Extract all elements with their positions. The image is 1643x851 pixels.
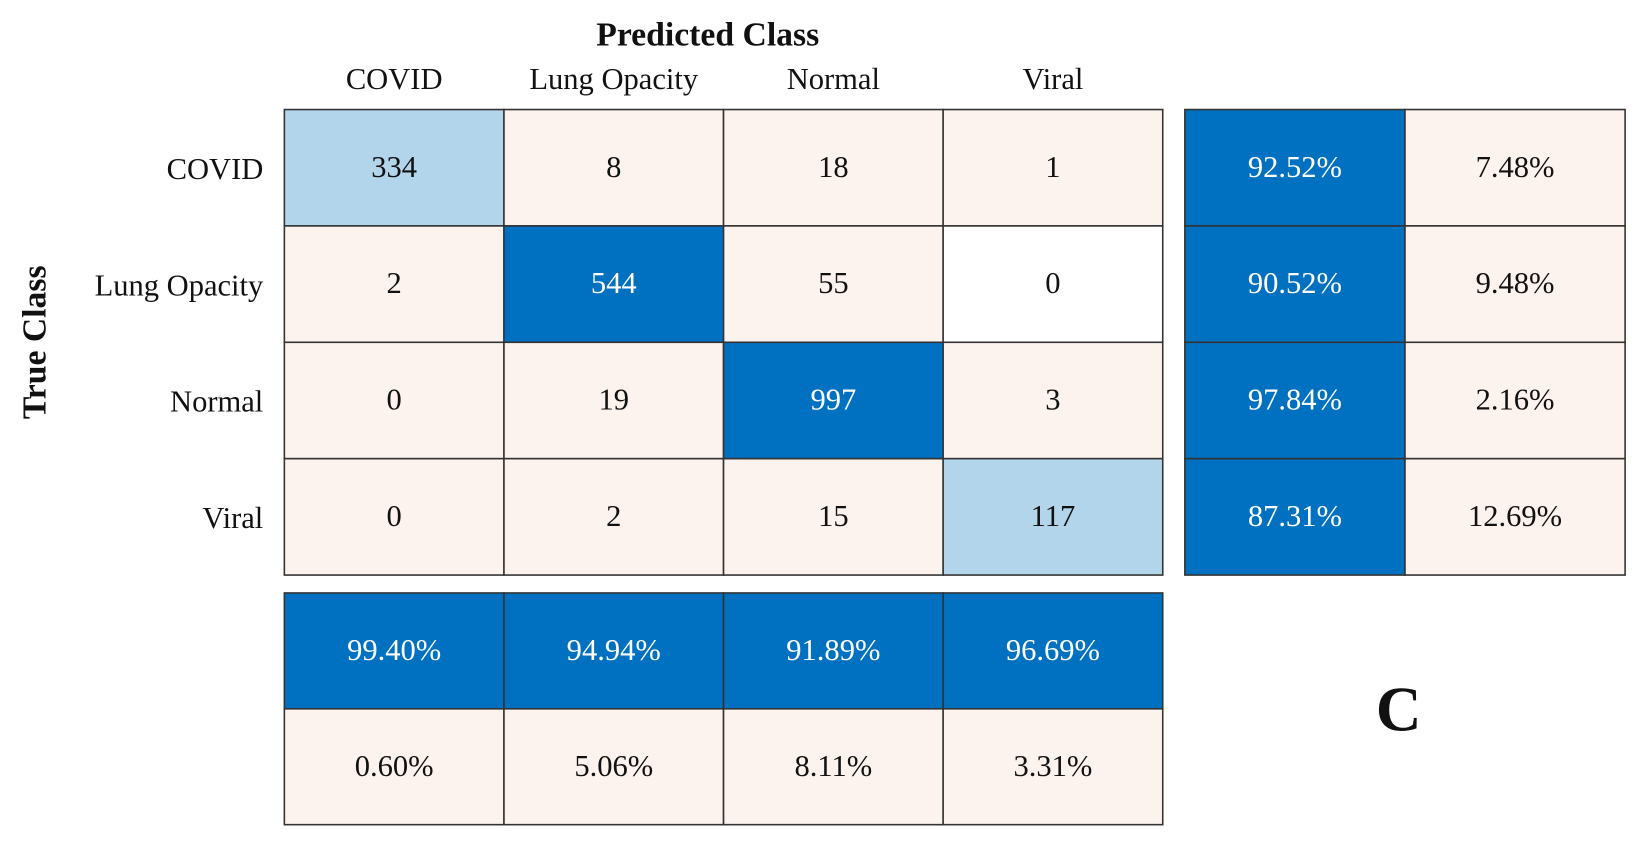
matrix-cell: [942, 225, 1164, 344]
matrix-cell-label: 3: [1045, 383, 1060, 417]
row-summary-cell: [1184, 108, 1406, 227]
matrix-cell: [722, 108, 944, 227]
matrix-cell-label: 55: [818, 266, 849, 300]
matrix-cell: [942, 457, 1164, 576]
row-summary-cell-label: 97.84%: [1248, 383, 1342, 417]
column-summary-cell-label: 96.69%: [1006, 633, 1100, 667]
row-summary-cell: [1184, 457, 1406, 576]
matrix-cell-label: 1: [1045, 150, 1060, 184]
row-summary-cell-label: 87.31%: [1248, 499, 1342, 533]
row-summary-cell-label: 7.48%: [1476, 150, 1555, 184]
matrix-cell: [722, 457, 944, 576]
matrix-cell-label: 0: [387, 499, 402, 533]
row-label: Normal: [170, 385, 263, 419]
column-label: Viral: [1022, 62, 1083, 96]
matrix-cell: [942, 341, 1164, 460]
row-label: Lung Opacity: [95, 268, 264, 302]
matrix-cell-label: 18: [818, 150, 849, 184]
matrix-cell-label: 2: [387, 266, 402, 300]
column-summary-cell: [722, 592, 944, 710]
column-summary-cell: [283, 592, 505, 710]
matrix-cell-label: 15: [818, 499, 849, 533]
column-summary-cell-label: 94.94%: [567, 633, 661, 667]
matrix-cell: [503, 457, 725, 576]
row-label: COVID: [167, 152, 264, 186]
matrix-cell-label: 8: [606, 150, 621, 184]
row-summary-cell: [1404, 108, 1626, 227]
row-summary-cell: [1404, 457, 1626, 576]
row-summary-cell-label: 9.48%: [1476, 266, 1555, 300]
row-summary-cell: [1184, 341, 1406, 460]
matrix-cell-label: 544: [591, 266, 637, 300]
matrix-cell-label: 0: [1045, 266, 1060, 300]
row-summary-cell-label: 2.16%: [1476, 383, 1555, 417]
column-summary-cell-label: 3.31%: [1014, 749, 1093, 783]
matrix-cell-label: 19: [598, 383, 629, 417]
column-summary-cell-label: 91.89%: [786, 633, 880, 667]
row-summary-cell: [1184, 225, 1406, 344]
matrix-cell: [503, 225, 725, 344]
column-summary-cell-label: 0.60%: [355, 749, 434, 783]
row-label: Viral: [202, 501, 263, 535]
matrix-cell-label: 2: [606, 499, 621, 533]
panel-label: C: [1376, 675, 1422, 745]
matrix-cell-label: 997: [810, 383, 856, 417]
column-summary-cell: [942, 708, 1164, 826]
column-summary-cell-label: 8.11%: [794, 749, 872, 783]
column-label: COVID: [346, 62, 443, 96]
matrix-cell: [283, 457, 505, 576]
matrix-cell-label: 0: [387, 383, 402, 417]
y-axis-label: True Class: [17, 265, 54, 419]
row-summary-cell-label: 90.52%: [1248, 266, 1342, 300]
row-summary-cell: [1404, 341, 1626, 460]
chart-title: Predicted Class: [596, 17, 819, 54]
row-summary-cell-label: 12.69%: [1468, 499, 1562, 533]
row-summary-cell-label: 92.52%: [1248, 150, 1342, 184]
column-summary-cell: [283, 708, 505, 826]
matrix-cell: [503, 341, 725, 460]
matrix-cell: [503, 108, 725, 227]
matrix-cell-label: 117: [1031, 499, 1076, 533]
matrix-cell: [283, 225, 505, 344]
column-summary-cell: [942, 592, 1164, 710]
column-label: Normal: [787, 62, 880, 96]
column-label: Lung Opacity: [529, 62, 698, 96]
matrix-cell-label: 334: [371, 150, 417, 184]
column-summary-cell-label: 5.06%: [574, 749, 653, 783]
matrix-cell: [942, 108, 1164, 227]
matrix-cell: [283, 108, 505, 227]
column-summary-cell: [722, 708, 944, 826]
column-summary-cell-label: 99.40%: [347, 633, 441, 667]
row-summary-cell: [1404, 225, 1626, 344]
